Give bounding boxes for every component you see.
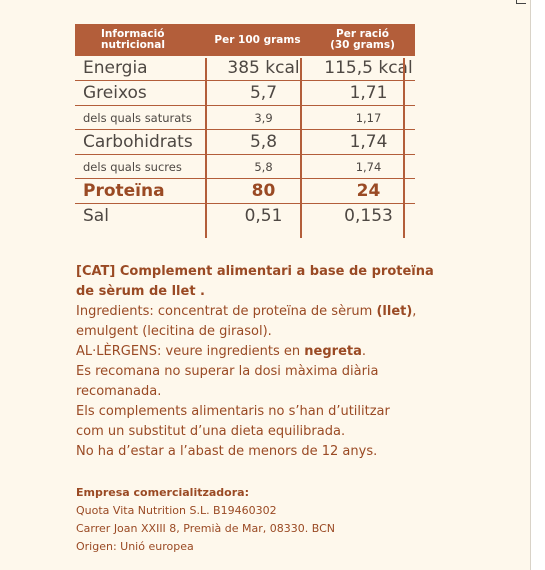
header-nutrition-info: Informació nutricional bbox=[75, 24, 205, 56]
table-row: dels quals saturats 3,9 1,17 bbox=[75, 105, 415, 130]
ingredients-allergen: (llet) bbox=[376, 304, 413, 319]
row-per100: 5,7 bbox=[205, 80, 310, 106]
row-name: dels quals sucres bbox=[75, 154, 205, 179]
company-line: Quota Vita Nutrition S.L. B19460302 bbox=[76, 504, 277, 517]
column-divider bbox=[205, 58, 207, 238]
company-heading: Empresa comercialitzadora: bbox=[76, 486, 249, 499]
row-name: Greixos bbox=[75, 80, 205, 106]
row-per100: 5,8 bbox=[205, 154, 310, 179]
company-address: Carrer Joan XXIII 8, Premià de Mar, 0833… bbox=[76, 522, 336, 535]
row-per-serving: 1,71 bbox=[310, 80, 415, 106]
row-per-serving: 1,74 bbox=[310, 129, 415, 155]
table-row-protein: Proteïna 80 24 bbox=[75, 178, 415, 204]
table-row: Energia 385 kcal 115,5 kcal bbox=[75, 56, 415, 81]
row-per100: 5,8 bbox=[205, 129, 310, 155]
header-per-serving: Per ració (30 grams) bbox=[310, 24, 415, 56]
row-name: Proteïna bbox=[75, 178, 205, 204]
row-per100: 385 kcal bbox=[205, 56, 310, 81]
table-row: Sal 0,51 0,153 bbox=[75, 204, 415, 229]
company-info: Empresa comercialitzadora: Quota Vita Nu… bbox=[76, 484, 436, 556]
warnings-text: Es recomana no superar la dosi màxima di… bbox=[76, 364, 390, 459]
row-per-serving: 0,153 bbox=[344, 206, 393, 226]
header-per-100g: Per 100 grams bbox=[205, 24, 310, 56]
row-name: Energia bbox=[75, 56, 205, 81]
company-origin: Origen: Unió europea bbox=[76, 540, 194, 553]
row-per-serving: 24 bbox=[310, 178, 415, 204]
row-per100: 0,51 bbox=[244, 206, 283, 226]
row-per-serving: 1,74 bbox=[310, 154, 415, 179]
row-name: dels quals saturats bbox=[75, 105, 205, 130]
corner-mark bbox=[516, 0, 526, 4]
row-per-serving: 1,17 bbox=[310, 105, 415, 130]
column-divider bbox=[300, 58, 302, 238]
table-header-row: Informació nutricional Per 100 grams Per… bbox=[75, 24, 415, 56]
ingredients-text: Ingredients: concentrat de proteïna de s… bbox=[76, 302, 436, 342]
product-title: [CAT] Complement alimentari a base de pr… bbox=[76, 264, 434, 299]
allergens-bold: negreta bbox=[304, 344, 362, 359]
row-name: Sal bbox=[83, 206, 109, 226]
row-per100: 3,9 bbox=[205, 105, 310, 130]
row-name: Carbohidrats bbox=[75, 129, 205, 155]
row-per-serving: 115,5 kcal bbox=[310, 56, 415, 81]
ingredients-prefix: Ingredients: concentrat de proteïna de s… bbox=[76, 304, 377, 319]
table-row: Greixos 5,7 1,71 bbox=[75, 80, 415, 106]
allergens-prefix: AL·LÈRGENS: veure ingredients en bbox=[76, 344, 305, 359]
nutrition-table: Informació nutricional Per 100 grams Per… bbox=[75, 24, 415, 228]
allergens-suffix: . bbox=[361, 344, 367, 359]
page-edge bbox=[530, 0, 531, 570]
ingredients-suffix: , emulgent (lecitina de girasol). bbox=[76, 304, 417, 339]
row-per100: 80 bbox=[205, 178, 310, 204]
allergens-text: AL·LÈRGENS: veure ingredients en negreta… bbox=[76, 342, 436, 362]
table-row: Carbohidrats 5,8 1,74 bbox=[75, 129, 415, 155]
table-right-border bbox=[403, 58, 405, 238]
product-description: [CAT] Complement alimentari a base de pr… bbox=[76, 262, 436, 462]
table-row: dels quals sucres 5,8 1,74 bbox=[75, 154, 415, 179]
